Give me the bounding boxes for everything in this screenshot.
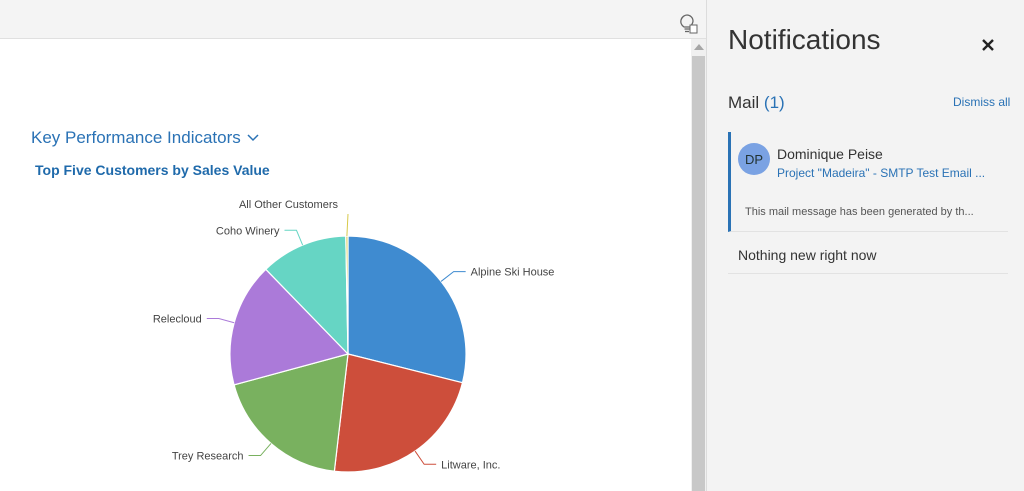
pie-slice[interactable] xyxy=(333,353,464,473)
mail-header: Mail (1) xyxy=(728,93,785,113)
slice-label: All Other Customers xyxy=(239,199,339,211)
mail-count: (1) xyxy=(763,93,785,112)
slice-label: Trey Research xyxy=(172,451,244,463)
pie-slice[interactable] xyxy=(347,235,467,384)
pie-slice[interactable] xyxy=(233,353,349,472)
scrollbar-thumb[interactable] xyxy=(692,56,705,491)
empty-state-message: Nothing new right now xyxy=(728,233,1008,274)
leader-line xyxy=(346,213,349,237)
leader-line xyxy=(206,318,235,324)
leader-line xyxy=(440,271,466,282)
mail-subject-link[interactable]: Project "Madeira" - SMTP Test Email ... xyxy=(777,166,986,180)
avatar: DP xyxy=(738,143,770,175)
slice-label: Coho Winery xyxy=(216,225,280,237)
dismiss-all-link[interactable]: Dismiss all xyxy=(953,95,1011,109)
chevron-down-icon[interactable] xyxy=(247,134,259,142)
pie-slice[interactable] xyxy=(229,268,350,386)
main-content: Key Performance Indicators Top Five Cust… xyxy=(0,0,706,491)
mail-preview: This mail message has been generated by … xyxy=(745,206,974,218)
mail-notification-card[interactable]: DP Dominique Peise Project "Madeira" - S… xyxy=(728,132,1008,232)
close-icon[interactable] xyxy=(979,36,997,54)
notifications-panel: Notifications Mail (1) Dismiss all DP Do… xyxy=(706,0,1024,491)
slice-label: Litware, Inc. xyxy=(441,459,500,471)
top-toolbar xyxy=(0,0,706,39)
kpi-section-title[interactable]: Key Performance Indicators xyxy=(31,128,259,148)
slice-label: Relecloud xyxy=(153,314,202,326)
leader-line xyxy=(284,229,304,246)
slice-label: Alpine Ski House xyxy=(471,267,555,279)
chart-title: Top Five Customers by Sales Value xyxy=(35,162,270,178)
kpi-title-text: Key Performance Indicators xyxy=(31,128,241,147)
sender-name: Dominique Peise xyxy=(777,146,883,162)
notifications-title: Notifications xyxy=(728,24,881,55)
scroll-up-arrow-icon[interactable] xyxy=(694,44,704,50)
pie-chart: Alpine Ski House Litware, Inc. Trey Resear… xyxy=(153,199,555,473)
mail-label: Mail xyxy=(728,93,760,112)
leader-line xyxy=(248,443,272,457)
lightbulb-icon[interactable] xyxy=(676,12,698,34)
leader-line xyxy=(414,450,437,465)
